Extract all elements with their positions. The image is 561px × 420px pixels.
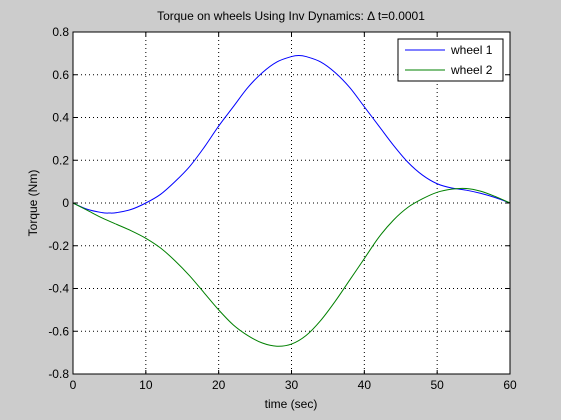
series-layer	[72, 55, 511, 347]
series-line-wheel-1	[72, 55, 511, 214]
x-tick-label: 0	[70, 378, 77, 392]
x-tick-label: 30	[285, 378, 299, 392]
y-tick-label: -0.2	[48, 239, 69, 253]
tick-labels: 0 10 20 30 40 50 60 -0.8 -0.6 -0.4 -0.2 0 0.2 0.4 0.6 0…	[48, 25, 517, 392]
y-tick-label: -0.6	[48, 324, 69, 338]
x-tick-label: 50	[430, 378, 444, 392]
x-tick-label: 60	[503, 378, 517, 392]
y-axis-label: Torque (Nm)	[26, 170, 40, 237]
series-line-wheel-2	[72, 187, 511, 347]
legend-label-wheel-2: wheel 2	[450, 63, 493, 77]
y-tick-label: 0	[62, 196, 69, 210]
plot-area-background	[73, 32, 510, 374]
y-tick-label: 0.2	[52, 153, 69, 167]
y-tick-label: 0.8	[52, 25, 69, 39]
y-tick-label: 0.4	[52, 111, 69, 125]
tick-marks	[72, 31, 511, 375]
x-tick-label: 10	[139, 378, 153, 392]
x-axis-label: time (sec)	[265, 397, 318, 411]
chart-title: Torque on wheels Using Inv Dynamics: Δ t…	[157, 9, 425, 23]
y-tick-label: 0.6	[52, 68, 69, 82]
y-tick-label: -0.8	[48, 367, 69, 381]
legend-label-wheel-1: wheel 1	[450, 43, 493, 57]
x-tick-label: 40	[358, 378, 372, 392]
x-tick-label: 20	[212, 378, 226, 392]
y-tick-label: -0.4	[48, 282, 69, 296]
legend-box	[397, 38, 504, 82]
legend: wheel 1 wheel 2	[397, 38, 504, 82]
